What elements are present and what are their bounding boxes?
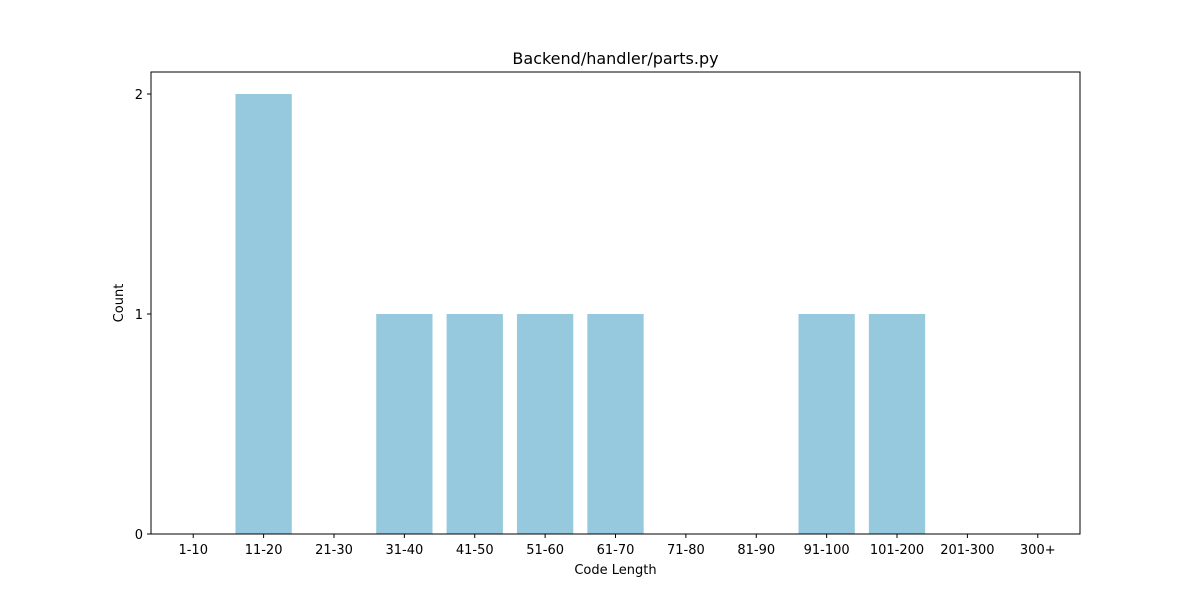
x-tick-label: 300+	[1020, 543, 1056, 558]
bar-11-20	[235, 94, 292, 534]
y-tick-label: 2	[135, 88, 143, 103]
x-tick-label: 51-60	[526, 543, 564, 558]
bar-41-50	[446, 314, 503, 534]
bars-layer	[235, 94, 926, 534]
chart-title: Backend/handler/parts.py	[512, 49, 718, 68]
y-axis-label: Count	[112, 284, 127, 323]
bar-31-40	[376, 314, 433, 534]
bar-91-100	[798, 314, 855, 534]
x-tick-label: 21-30	[315, 543, 353, 558]
x-axis-ticks: 1-10 11-20 21-30 31-40 41-50 51-60 61-70 71-80 8…	[178, 534, 1056, 558]
y-axis-ticks: 0 1 2	[135, 88, 151, 543]
x-tick-label: 201-300	[940, 543, 994, 558]
x-tick-label: 41-50	[456, 543, 494, 558]
x-tick-label: 1-10	[178, 543, 208, 558]
x-axis-label: Code Length	[574, 563, 656, 578]
bar-61-70	[587, 314, 644, 534]
x-tick-label: 71-80	[667, 543, 705, 558]
x-tick-label: 11-20	[245, 543, 283, 558]
x-tick-label: 31-40	[385, 543, 423, 558]
x-tick-label: 91-100	[804, 543, 850, 558]
bar-51-60	[516, 314, 574, 534]
y-tick-label: 1	[135, 308, 143, 323]
x-tick-label: 101-200	[870, 543, 924, 558]
y-tick-label: 0	[135, 528, 143, 543]
x-tick-label: 81-90	[737, 543, 775, 558]
x-tick-label: 61-70	[597, 543, 635, 558]
bar-101-200	[868, 314, 926, 534]
